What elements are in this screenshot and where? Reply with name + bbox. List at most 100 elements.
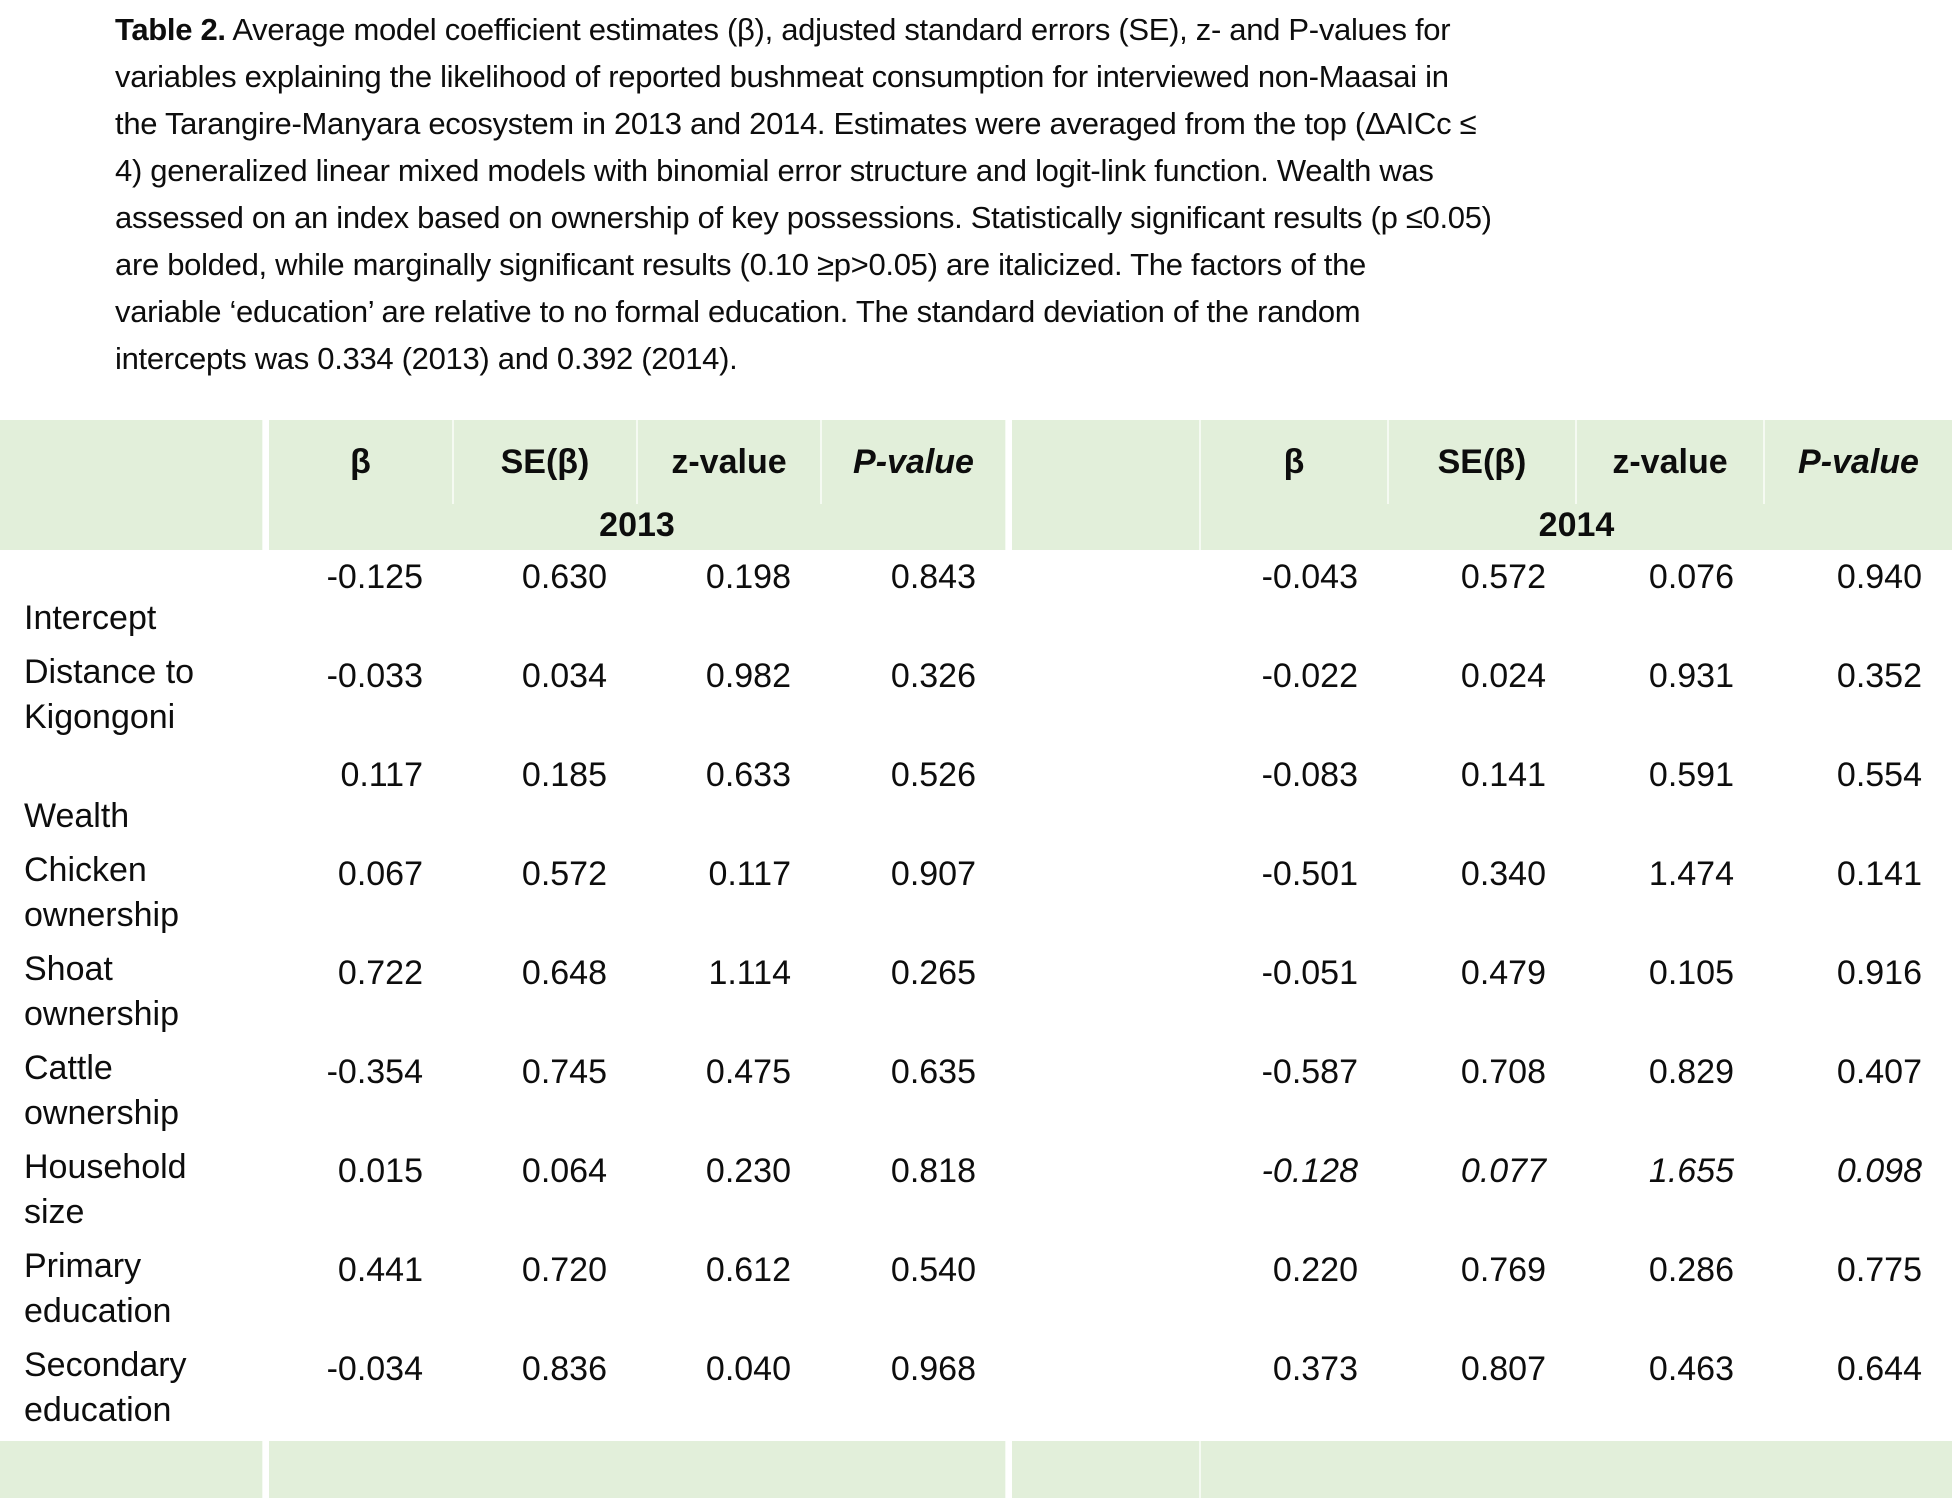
cell-2014-beta: -0.083: [1200, 748, 1388, 847]
year-header-row: 2013 2014: [0, 504, 1952, 550]
year-2014-header: 2014: [1200, 504, 1952, 550]
lead-in-cell: [1012, 550, 1200, 649]
cell-2013-pvalue: 0.968: [821, 1342, 1006, 1441]
column-gap: [263, 1144, 269, 1243]
cell-2013-pvalue: 0.540: [821, 1243, 1006, 1342]
cell-2014-zvalue: 0.591: [1576, 748, 1764, 847]
lead-in-cell: [1012, 946, 1200, 1045]
coefficients-table: β SE(β) z-value P-value β SE(β) z-value …: [0, 420, 1952, 1498]
year-2013-header: 2013: [269, 504, 1007, 550]
row-label-header-cell: [0, 420, 264, 504]
column-gap: [1006, 649, 1012, 748]
caption-line: Table 2. Average model coefficient estim…: [115, 6, 1952, 53]
table-row-secondary-education: Secondary education -0.034 0.836 0.040 0…: [0, 1342, 1952, 1441]
footer-cell: [1012, 1441, 1201, 1498]
row-label: Chicken ownership: [0, 847, 263, 946]
table-row-household: Household size 0.015 0.064 0.230 0.818 -…: [0, 1144, 1952, 1243]
caption-line: variables explaining the likelihood of r…: [115, 59, 1449, 94]
cell-2013-pvalue: 0.526: [821, 748, 1006, 847]
header-beta-2013: β: [269, 420, 454, 504]
column-gap: [1006, 550, 1012, 649]
cell-2013-zvalue: 0.982: [637, 649, 821, 748]
row-label: Intercept: [0, 550, 263, 649]
row-label-header-cell: [0, 504, 264, 550]
cell-2013-beta: -0.354: [269, 1045, 453, 1144]
lead-in-cell: [1012, 1045, 1200, 1144]
cell-2013-beta: -0.034: [269, 1342, 453, 1441]
lead-in-header-cell: [1012, 504, 1201, 550]
column-gap: [263, 504, 269, 550]
column-gap: [263, 946, 269, 1045]
cell-2014-beta: -0.587: [1200, 1045, 1388, 1144]
cell-2014-beta: -0.022: [1200, 649, 1388, 748]
cell-2014-se: 0.479: [1388, 946, 1576, 1045]
cell-2013-beta: 0.015: [269, 1144, 453, 1243]
cell-2014-zvalue: 0.931: [1576, 649, 1764, 748]
lead-in-cell: [1012, 748, 1200, 847]
table-caption: Table 2. Average model coefficient estim…: [0, 0, 1952, 382]
footer-cell: [1200, 1441, 1952, 1498]
cell-2013-zvalue: 0.198: [637, 550, 821, 649]
column-gap: [263, 1045, 269, 1144]
cell-2014-pvalue: 0.407: [1764, 1045, 1952, 1144]
column-gap: [263, 550, 269, 649]
cell-2013-pvalue: 0.818: [821, 1144, 1006, 1243]
cell-2013-beta: -0.125: [269, 550, 453, 649]
cell-2014-pvalue: 0.775: [1764, 1243, 1952, 1342]
table-row-cattle: Cattle ownership -0.354 0.745 0.475 0.63…: [0, 1045, 1952, 1144]
column-gap: [263, 1342, 269, 1441]
column-header-row: β SE(β) z-value P-value β SE(β) z-value …: [0, 420, 1952, 504]
caption-line: variable ‘education’ are relative to no …: [115, 294, 1361, 329]
caption-line-1-text: Average model coefficient estimates (β),…: [225, 12, 1451, 47]
caption-line: 4) generalized linear mixed models with …: [115, 153, 1434, 188]
cell-2014-beta: -0.128: [1200, 1144, 1388, 1243]
column-gap: [1006, 946, 1012, 1045]
cell-2013-se: 0.720: [453, 1243, 637, 1342]
cell-2014-se: 0.807: [1388, 1342, 1576, 1441]
column-gap: [263, 420, 269, 504]
cell-2013-se: 0.034: [453, 649, 637, 748]
lead-in-cell: [1012, 1342, 1200, 1441]
cell-2014-se: 0.077: [1388, 1144, 1576, 1243]
table-row-intercept: Intercept -0.125 0.630 0.198 0.843 -0.04…: [0, 550, 1952, 649]
column-gap: [1006, 1045, 1012, 1144]
column-gap: [263, 1243, 269, 1342]
cell-2013-se: 0.648: [453, 946, 637, 1045]
cell-2013-se: 0.185: [453, 748, 637, 847]
header-pvalue-2014: P-value: [1764, 420, 1952, 504]
lead-in-cell: [1012, 1243, 1200, 1342]
cell-2014-zvalue: 0.076: [1576, 550, 1764, 649]
cell-2014-se: 0.572: [1388, 550, 1576, 649]
table-row-shoat: Shoat ownership 0.722 0.648 1.114 0.265 …: [0, 946, 1952, 1045]
cell-2013-beta: 0.441: [269, 1243, 453, 1342]
cell-2013-se: 0.745: [453, 1045, 637, 1144]
cell-2014-pvalue: 0.940: [1764, 550, 1952, 649]
cell-2013-pvalue: 0.265: [821, 946, 1006, 1045]
cell-2014-se: 0.708: [1388, 1045, 1576, 1144]
column-gap: [263, 649, 269, 748]
cell-2013-beta: 0.722: [269, 946, 453, 1045]
cell-2014-pvalue: 0.554: [1764, 748, 1952, 847]
cell-2013-se: 0.064: [453, 1144, 637, 1243]
cell-2014-zvalue: 0.463: [1576, 1342, 1764, 1441]
column-gap: [1006, 420, 1012, 504]
row-label: Cattle ownership: [0, 1045, 263, 1144]
cell-2013-pvalue: 0.635: [821, 1045, 1006, 1144]
cell-2014-zvalue: 0.105: [1576, 946, 1764, 1045]
cell-2014-beta: 0.373: [1200, 1342, 1388, 1441]
cell-2014-pvalue: 0.916: [1764, 946, 1952, 1045]
cell-2013-beta: -0.033: [269, 649, 453, 748]
cell-2014-beta: 0.220: [1200, 1243, 1388, 1342]
caption-line: assessed on an index based on ownership …: [115, 200, 1492, 235]
cell-2014-pvalue: 0.141: [1764, 847, 1952, 946]
row-label: Household size: [0, 1144, 263, 1243]
cell-2013-pvalue: 0.907: [821, 847, 1006, 946]
column-gap: [1006, 504, 1012, 550]
cell-2014-se: 0.769: [1388, 1243, 1576, 1342]
cell-2013-pvalue: 0.843: [821, 550, 1006, 649]
header-zvalue-2014: z-value: [1576, 420, 1765, 504]
cell-2014-zvalue: 0.286: [1576, 1243, 1764, 1342]
cell-2014-pvalue: 0.352: [1764, 649, 1952, 748]
cell-2013-se: 0.630: [453, 550, 637, 649]
header-se-2013: SE(β): [453, 420, 638, 504]
